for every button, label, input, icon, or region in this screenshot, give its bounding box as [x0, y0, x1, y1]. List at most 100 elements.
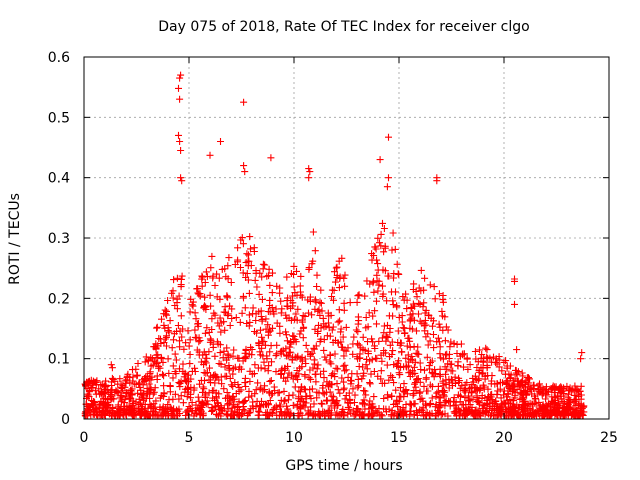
data-point	[166, 317, 174, 325]
data-point	[572, 408, 580, 416]
data-point	[209, 373, 217, 381]
data-point	[354, 375, 362, 383]
data-point	[199, 412, 207, 420]
data-point	[205, 376, 213, 384]
data-point	[211, 311, 219, 319]
data-point	[339, 343, 346, 351]
data-point	[413, 327, 420, 335]
data-point	[522, 412, 530, 419]
data-point	[308, 311, 316, 319]
data-point	[306, 352, 314, 360]
data-point	[282, 331, 290, 339]
data-point	[449, 382, 456, 390]
data-point	[157, 335, 164, 343]
data-point	[96, 412, 104, 420]
data-point	[408, 304, 416, 312]
data-point	[461, 394, 469, 401]
x-tick-label: 0	[80, 430, 89, 446]
data-point	[436, 372, 444, 380]
data-point	[532, 410, 540, 418]
data-point	[102, 383, 110, 391]
data-point	[177, 174, 185, 182]
data-point	[395, 357, 402, 365]
data-point	[205, 348, 213, 356]
data-point	[291, 289, 299, 297]
data-point	[439, 312, 446, 320]
data-point	[176, 343, 184, 351]
data-point	[220, 308, 228, 316]
data-point	[225, 254, 233, 262]
data-point	[172, 370, 180, 378]
data-point	[294, 305, 302, 313]
data-point	[450, 339, 458, 347]
data-point	[269, 324, 276, 332]
data-point	[252, 269, 260, 277]
data-point	[202, 359, 210, 367]
data-point	[142, 373, 150, 381]
data-point	[340, 299, 348, 307]
data-point	[522, 390, 530, 398]
data-point	[221, 363, 229, 371]
data-point	[479, 370, 487, 378]
data-point	[244, 276, 252, 284]
data-point	[187, 375, 195, 383]
data-point	[239, 269, 247, 277]
data-point	[432, 370, 440, 377]
data-point	[331, 350, 339, 358]
data-point	[362, 324, 370, 332]
data-point	[320, 367, 328, 375]
data-point	[357, 412, 365, 420]
data-point	[398, 312, 406, 320]
y-tick-label: 0.6	[48, 50, 70, 66]
data-point	[468, 403, 476, 411]
data-point	[434, 382, 442, 390]
data-point	[483, 353, 491, 361]
data-point	[127, 403, 135, 411]
data-point	[413, 293, 421, 301]
data-point	[160, 339, 168, 347]
data-point	[442, 397, 450, 405]
data-point	[334, 365, 342, 373]
data-point	[224, 293, 232, 301]
data-point	[427, 399, 434, 407]
data-point	[498, 400, 506, 408]
data-point	[383, 361, 391, 369]
data-point	[229, 352, 237, 360]
data-point	[169, 374, 177, 382]
data-point	[292, 373, 300, 380]
data-point	[354, 320, 362, 328]
data-point	[289, 391, 297, 399]
data-point	[381, 379, 389, 387]
data-point	[171, 390, 179, 398]
data-point	[298, 411, 306, 419]
data-point	[353, 298, 361, 306]
data-point	[176, 365, 183, 373]
data-point	[241, 168, 249, 176]
data-point	[310, 356, 318, 364]
data-point	[175, 84, 182, 92]
data-point	[511, 277, 518, 285]
data-point	[437, 401, 445, 409]
data-point	[335, 257, 343, 265]
data-point	[323, 397, 330, 405]
data-point	[538, 391, 546, 399]
data-point	[403, 410, 411, 418]
data-point	[456, 352, 464, 360]
data-point	[179, 325, 187, 333]
data-point	[208, 315, 216, 323]
data-point	[438, 307, 446, 315]
data-point	[197, 358, 205, 366]
data-point	[291, 383, 299, 391]
data-point	[418, 406, 426, 414]
data-point	[493, 405, 501, 413]
data-point	[175, 131, 182, 139]
data-point	[226, 374, 234, 382]
data-point	[543, 401, 551, 409]
data-point	[354, 340, 361, 348]
data-point	[338, 374, 346, 382]
data-point	[241, 304, 249, 312]
data-point	[328, 397, 336, 405]
data-point	[232, 314, 240, 322]
data-point	[92, 378, 100, 386]
data-point	[384, 321, 391, 329]
